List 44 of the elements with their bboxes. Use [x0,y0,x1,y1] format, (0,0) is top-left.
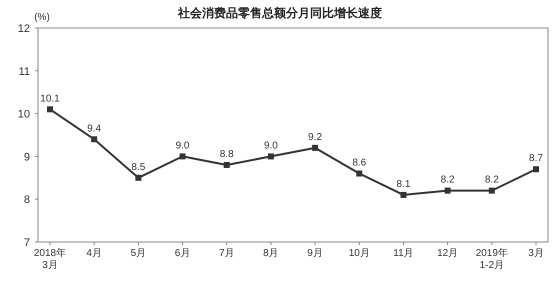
x-tick-label: 6月 [174,248,190,259]
point [91,136,98,142]
point [444,188,451,194]
x-tick-label: 8月 [263,248,279,259]
point [180,153,186,160]
y-axis-title: (%) [34,12,50,23]
x-tick-label: 12月 [437,248,458,259]
y-tick-label: 7 [24,237,30,249]
x-tick-label: 3月 [528,248,544,259]
x-tick-label: 7月 [218,248,235,259]
x-tick-label: 4月 [86,248,102,259]
point [268,153,274,160]
data-label: 8.8 [220,148,234,160]
y-tick-label: 12 [18,23,30,35]
data-label: 8.2 [484,174,500,186]
y-tick-label: 8 [24,194,30,206]
point [400,192,406,198]
data-label: 8.1 [396,178,411,190]
point [488,188,495,194]
chart-title: 社会消费品零售总额分月同比增长速度 [177,6,382,20]
point [356,170,362,177]
y-tick-label: 11 [18,66,30,78]
y-tick-label: 10 [18,108,30,121]
data-label: 9.4 [87,123,102,134]
point [533,166,539,172]
point [312,144,318,151]
data-label: 10.1 [40,93,60,104]
point [135,174,142,181]
data-label: 9.2 [308,132,322,143]
x-tick-label: 2018年 3月 [34,247,66,271]
x-tick-label: 11月 [393,248,414,259]
x-tick-label: 5月 [130,248,146,259]
point [47,106,53,112]
data-label: 8.6 [352,158,367,169]
data-label: 8.7 [529,153,544,164]
x-tick-label: 9月 [307,248,323,259]
data-label: 9.0 [264,140,278,152]
x-tick-label: 10月 [348,248,370,259]
data-label: 8.5 [131,162,146,173]
point [224,162,230,168]
x-tick-label: 2019年 1-2月 [476,247,508,271]
y-tick-label: 9 [24,151,30,164]
data-label: 9.0 [176,140,190,152]
data-label: 8.2 [440,174,456,186]
